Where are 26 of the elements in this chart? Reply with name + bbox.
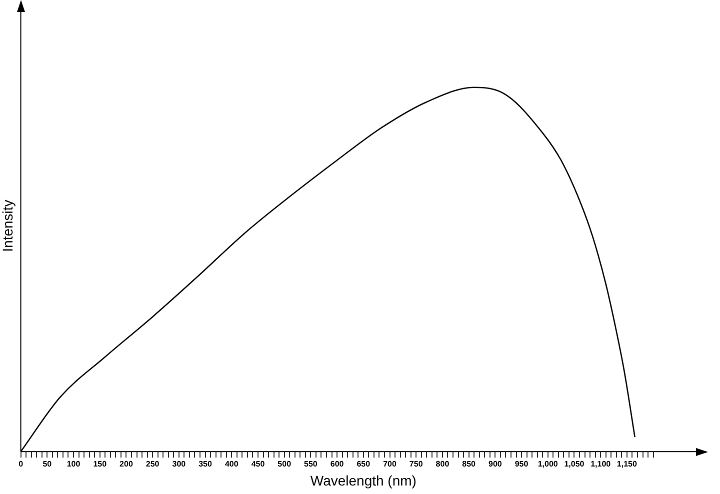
x-tick-label: 300 [172,460,186,469]
x-tick-label: 100 [66,460,81,469]
x-tick-label: 700 [383,460,397,469]
x-tick-label: 950 [514,460,529,469]
x-tick-label: 750 [409,460,424,469]
x-tick-label: 50 [42,460,52,469]
x-tick-label: 450 [251,460,266,469]
y-axis-title: Intensity [0,200,16,252]
x-tick-label: 1,000 [538,460,558,469]
x-tick-label: 1,050 [564,460,585,469]
x-tick-label: 800 [436,460,450,469]
x-tick-label: 850 [462,460,476,469]
x-tick-label: 550 [304,460,318,469]
x-tick-label: 650 [356,460,371,469]
x-axis-title: Wavelength (nm) [310,472,416,488]
x-tick-label: 1,100 [590,460,612,469]
x-tick-label: 200 [120,460,134,469]
x-tick-label: 400 [224,460,239,469]
x-tick-label: 350 [198,460,212,469]
x-tick-label: 1,150 [616,460,638,469]
x-tick-label: 500 [278,460,292,469]
x-tick-label: 900 [488,460,502,469]
x-tick-label: 600 [330,460,344,469]
x-tick-label: 250 [146,460,160,469]
x-tick-label: 0 [18,460,24,469]
x-tick-label: 150 [93,460,108,469]
